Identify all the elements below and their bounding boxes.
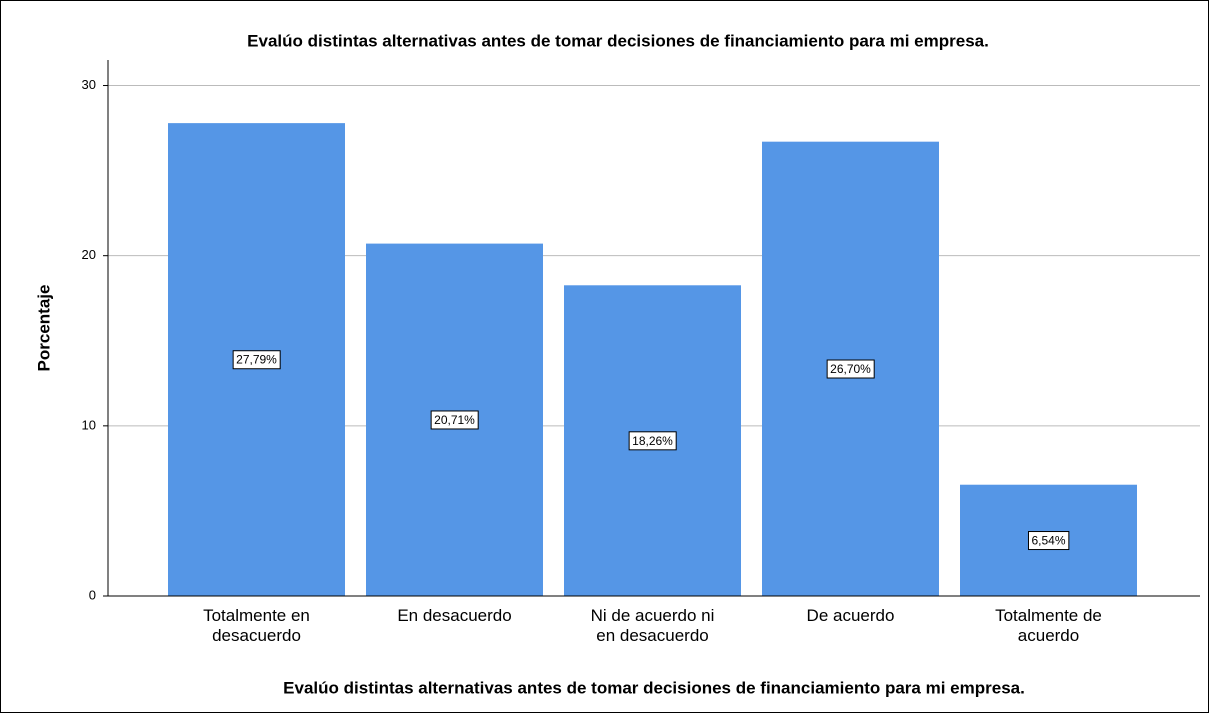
x-axis-title: Evalúo distintas alternativas antes de t…: [283, 678, 1025, 697]
data-label-box: [430, 410, 479, 430]
x-tick-label: De acuerdo: [807, 606, 895, 625]
data-label: 26,70%: [830, 362, 871, 376]
data-label-box: [628, 431, 677, 451]
y-tick-label: 20: [82, 247, 96, 262]
x-tick-label: Ni de acuerdo ni en desacuerdo: [591, 606, 715, 645]
data-label: 27,79%: [236, 353, 277, 367]
data-label: 6,54%: [1031, 534, 1065, 548]
data-label: 20,71%: [434, 413, 475, 427]
y-tick-label: 10: [82, 417, 96, 432]
data-label-box: [1027, 531, 1070, 551]
x-tick-label: Totalmente en desacuerdo: [203, 606, 310, 645]
y-tick-label: 30: [82, 77, 96, 92]
data-label-box: [232, 350, 281, 370]
x-tick-label: Totalmente de acuerdo: [995, 606, 1102, 645]
x-tick-label: En desacuerdo: [397, 606, 511, 625]
y-tick-label: 0: [89, 587, 96, 602]
chart-title: Evalúo distintas alternativas antes de t…: [247, 31, 989, 50]
y-axis-title: Porcentaje: [34, 285, 53, 372]
data-label: 18,26%: [632, 434, 673, 448]
data-label-box: [826, 359, 875, 379]
